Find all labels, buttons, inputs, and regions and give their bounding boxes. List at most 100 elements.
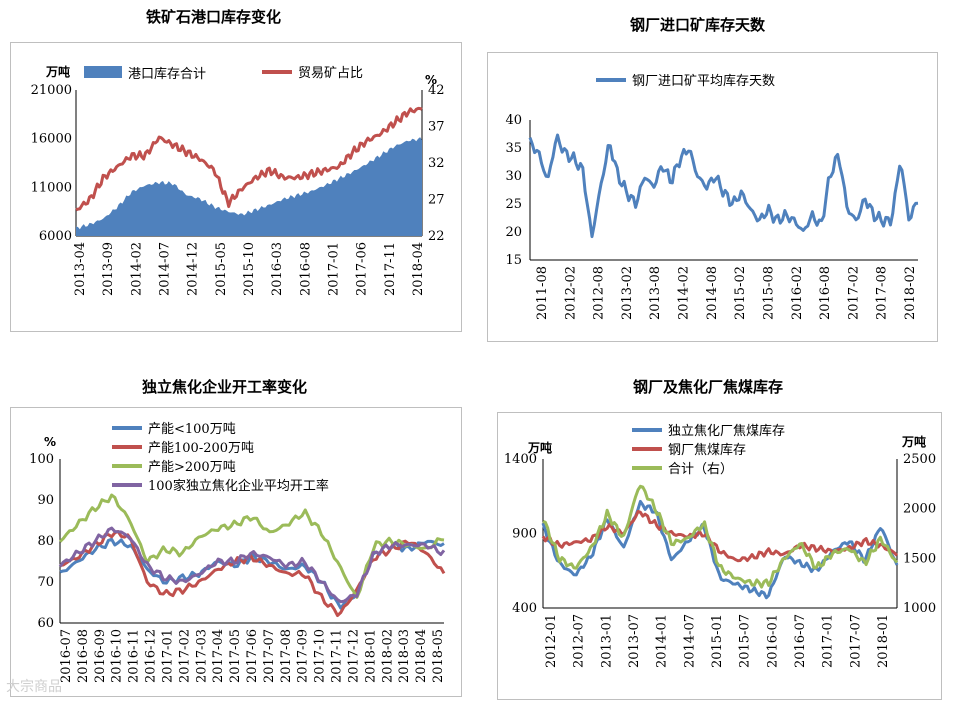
chart1-xtick-10: 2017-06: [355, 242, 370, 296]
chart1-xtick-12: 2018-04: [411, 242, 426, 296]
chart3-title: 独立焦化企业开工率变化: [142, 378, 308, 396]
chart3-xtick-12: 2017-07: [262, 629, 277, 683]
chart4-xtick-8: 2016-01: [765, 614, 780, 668]
chart3-tick-2: 80: [37, 534, 54, 549]
chart3-xtick-3: 2016-10: [110, 629, 125, 683]
chart4-xtick-10: 2017-01: [821, 614, 836, 668]
chart3-line-2: [58, 493, 445, 599]
chart2-xtick-3: 2013-02: [620, 266, 635, 320]
chart4-legend-0-label: 独立焦化厂焦煤库存: [668, 423, 785, 439]
chart1-xtick-2: 2014-02: [129, 242, 144, 296]
chart1-xtick-11: 2017-11: [383, 242, 398, 296]
chart1-area-port-inventory: [76, 137, 422, 236]
chart3-xtick-9: 2017-04: [211, 629, 226, 683]
chart3-xtick-14: 2017-09: [296, 629, 311, 683]
chart2-xtick-6: 2014-08: [705, 266, 720, 320]
chart4-right-unit: 万吨: [901, 434, 926, 449]
chart3-xtick-16: 2017-11: [330, 629, 345, 683]
chart2-title: 钢厂进口矿库存天数: [630, 16, 766, 34]
chart4-left-tick-1: 900: [512, 527, 537, 542]
chart3-xtick-15: 2017-10: [313, 629, 328, 683]
chart4-xtick-9: 2016-07: [793, 614, 808, 668]
chart2-tick-5: 15: [505, 253, 522, 268]
chart4-line-2: [542, 484, 899, 589]
chart2-tick-4: 20: [505, 225, 522, 240]
watermark: 大宗商品: [6, 679, 62, 695]
chart2-xtick-11: 2017-02: [846, 266, 861, 320]
chart3-xtick-10: 2017-05: [228, 629, 243, 683]
chart4-xtick-11: 2017-07: [848, 614, 863, 668]
chart2-xtick-8: 2015-08: [761, 266, 776, 320]
chart1-xtick-3: 2014-07: [158, 242, 173, 296]
chart3-xtick-19: 2018-02: [380, 629, 395, 683]
chart4-right-tick-0: 2500: [903, 452, 936, 467]
chart3-xtick-2: 2016-09: [93, 629, 108, 683]
chart4-right-tick-2: 1500: [903, 551, 936, 566]
chart4-legend-1-label: 钢厂焦煤库存: [668, 442, 746, 458]
chart3-xtick-4: 2016-11: [127, 629, 142, 683]
chart3-xtick-22: 2018-05: [431, 629, 446, 683]
chart4-xtick-6: 2015-01: [710, 614, 725, 668]
chart2-frame: [487, 52, 938, 342]
chart1-right-tick-4: 22: [428, 229, 445, 244]
chart4-xtick-4: 2014-01: [655, 614, 670, 668]
chart4-xtick-0: 2012-01: [544, 614, 559, 668]
chart1-left-tick-2: 11000: [31, 180, 72, 195]
chart2-xtick-9: 2016-02: [790, 266, 805, 320]
chart3-xtick-1: 2016-08: [76, 629, 91, 683]
chart1-right-tick-0: 42: [428, 83, 445, 98]
chart3-legend-2-label: 产能>200万吨: [148, 460, 236, 475]
chart4-legend-2-label: 合计（右）: [668, 462, 733, 477]
chart2-xtick-5: 2014-02: [677, 266, 692, 320]
chart1-left-tick-3: 6000: [39, 229, 72, 244]
chart2-xtick-13: 2018-02: [903, 266, 918, 320]
chart2-tick-3: 25: [505, 197, 522, 212]
chart3-xtick-13: 2017-08: [279, 629, 294, 683]
chart4-xtick-1: 2012-07: [572, 614, 587, 668]
chart1-right-tick-1: 37: [428, 120, 445, 135]
chart1-left-unit: 万吨: [45, 64, 70, 79]
chart3-xtick-0: 2016-07: [59, 629, 74, 683]
chart1-xtick-6: 2015-10: [242, 242, 257, 296]
chart2-xtick-10: 2016-08: [818, 266, 833, 320]
chart3-xtick-18: 2018-01: [363, 629, 378, 683]
chart2-legend-label: 钢厂进口矿平均库存天数: [632, 73, 775, 89]
chart3-xtick-7: 2017-02: [177, 629, 192, 683]
chart2-xtick-4: 2013-08: [648, 266, 663, 320]
chart2-tick-1: 35: [505, 141, 522, 156]
chart1-right-tick-3: 27: [428, 193, 445, 208]
chart4-left-tick-0: 1400: [504, 452, 537, 467]
chart3-xtick-17: 2017-12: [346, 629, 361, 683]
chart1-line-trade-ore-share: [75, 106, 423, 212]
chart3-line-3: [58, 526, 446, 604]
chart1-xtick-7: 2016-03: [270, 242, 285, 296]
chart2-xtick-12: 2017-08: [875, 266, 890, 320]
chart2-xtick-7: 2015-02: [733, 266, 748, 320]
chart1-xtick-4: 2014-12: [186, 242, 201, 296]
chart1-right-unit: %: [425, 73, 437, 87]
chart1-xtick-1: 2013-09: [101, 242, 116, 296]
chart1-xtick-8: 2016-08: [298, 242, 313, 296]
chart1-left-tick-0: 21000: [31, 83, 72, 98]
chart3-xtick-5: 2016-12: [144, 629, 159, 683]
chart1-left-tick-1: 16000: [31, 132, 72, 147]
chart4-xtick-5: 2014-07: [682, 614, 697, 668]
chart4-right-tick-3: 1000: [903, 601, 936, 616]
chart3-tick-4: 60: [37, 616, 54, 631]
chart4-frame: [497, 412, 942, 700]
chart2-xtick-2: 2012-08: [592, 266, 607, 320]
chart3-xtick-20: 2018-03: [397, 629, 412, 683]
chart1-title: 铁矿石港口库存变化: [146, 8, 282, 26]
chart3-tick-1: 90: [37, 493, 54, 508]
chart4-left-unit: 万吨: [527, 440, 552, 455]
chart3-legend-0-label: 产能<100万吨: [148, 422, 236, 437]
chart4-xtick-3: 2013-07: [627, 614, 642, 668]
chart3-tick-3: 70: [37, 575, 54, 590]
chart2-xtick-0: 2011-08: [535, 266, 550, 320]
chart4-left-tick-2: 400: [512, 601, 537, 616]
chart1-legend-area-swatch: [84, 66, 122, 78]
chart4-right-tick-1: 2000: [903, 502, 936, 517]
